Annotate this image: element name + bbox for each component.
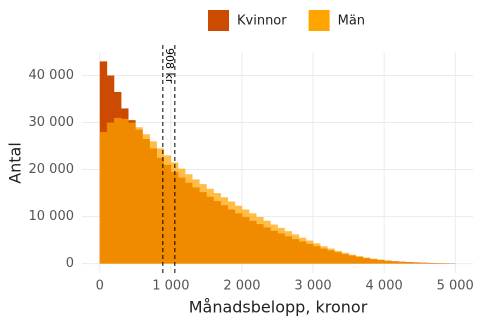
y-tick-label: 0 xyxy=(66,256,74,271)
bar xyxy=(398,261,406,264)
bar xyxy=(320,246,328,264)
annotation-label: 908 kr xyxy=(163,48,176,84)
bar xyxy=(128,122,136,264)
bar xyxy=(291,234,300,264)
legend-swatch xyxy=(308,10,330,31)
bar xyxy=(369,258,378,264)
bar xyxy=(405,262,413,264)
bar xyxy=(305,240,314,264)
bar xyxy=(142,134,150,264)
y-tick-label: 10 000 xyxy=(29,209,75,224)
series xyxy=(99,117,456,264)
bar xyxy=(391,261,399,264)
bar xyxy=(113,117,122,264)
x-tick-label: 1 000 xyxy=(152,279,189,294)
bar xyxy=(121,118,129,264)
y-tick-label: 40 000 xyxy=(29,68,75,83)
bar xyxy=(163,155,172,264)
bar xyxy=(412,262,420,264)
legend-label: Män xyxy=(338,14,365,29)
bar xyxy=(227,201,236,264)
x-tick-label: 4 000 xyxy=(366,279,403,294)
bar xyxy=(362,257,371,264)
bar xyxy=(419,262,428,264)
bar xyxy=(256,217,264,264)
bar xyxy=(277,227,285,264)
bar xyxy=(313,243,321,264)
bar xyxy=(327,248,335,264)
bar xyxy=(270,224,278,264)
bar xyxy=(263,220,271,264)
bar xyxy=(220,197,229,264)
bar xyxy=(341,252,349,264)
bar xyxy=(135,127,143,264)
bar xyxy=(156,148,165,264)
y-tick-label: 20 000 xyxy=(29,162,75,177)
x-axis-title: Månadsbelopp, kronor xyxy=(189,298,368,317)
bar xyxy=(241,209,250,264)
bar xyxy=(213,193,221,264)
bar xyxy=(355,256,364,264)
bar xyxy=(149,141,157,264)
bar xyxy=(377,259,385,264)
x-tick-label: 3 000 xyxy=(294,279,331,294)
bar xyxy=(298,237,307,264)
y-tick-label: 30 000 xyxy=(29,115,75,130)
bar xyxy=(234,205,243,264)
bar xyxy=(106,122,115,264)
x-tick-label: 2 000 xyxy=(223,279,260,294)
bar xyxy=(348,254,356,264)
legend-label: Kvinnor xyxy=(237,14,287,29)
bar xyxy=(99,131,108,264)
bar xyxy=(206,188,214,264)
y-axis-title: Antal xyxy=(6,142,25,184)
bar xyxy=(334,250,342,264)
bar xyxy=(199,184,207,264)
x-tick-label: 5 000 xyxy=(437,279,474,294)
bar xyxy=(192,179,200,264)
legend-swatch xyxy=(208,10,229,31)
bar xyxy=(284,231,293,264)
bar xyxy=(384,260,392,264)
bar xyxy=(177,168,186,264)
bar xyxy=(249,213,257,264)
bar xyxy=(185,174,193,264)
x-tick-label: 0 xyxy=(96,279,104,294)
